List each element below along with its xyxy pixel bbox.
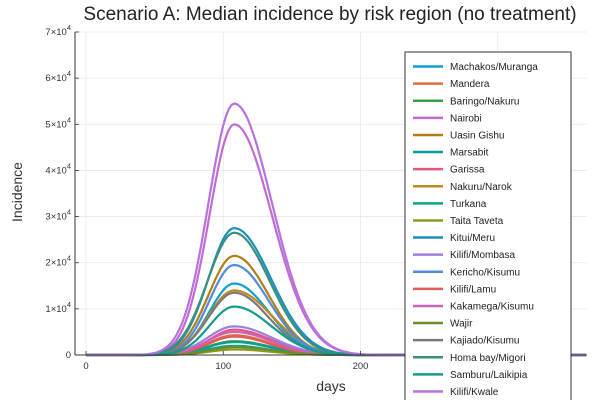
- legend-label: Taita Taveta: [450, 216, 504, 227]
- y-axis-label: Incidence: [9, 162, 25, 222]
- x-tick-label: 200: [353, 361, 369, 372]
- legend-label: Uasin Gishu: [450, 130, 504, 141]
- y-tick-label: 2×104: [45, 254, 71, 269]
- x-tick-label: 0: [83, 361, 88, 372]
- legend-label: Mandera: [450, 79, 490, 90]
- y-tick-label: 1×104: [45, 300, 71, 315]
- legend-label: Kilifi/Lamu: [450, 284, 496, 295]
- legend-label: Baringo/Nakuru: [450, 96, 519, 107]
- legend-label: Nakuru/Narok: [450, 182, 513, 193]
- chart-title: Scenario A: Median incidence by risk reg…: [83, 4, 576, 25]
- legend-label: Kakamega/Kisumu: [450, 301, 534, 312]
- x-tick-label: 100: [215, 361, 231, 372]
- legend-label: Kitui/Meru: [450, 233, 495, 244]
- legend-label: Nairobi: [450, 113, 482, 124]
- legend-label: Marsabit: [450, 148, 489, 159]
- legend-label: Samburu/Laikipia: [450, 370, 528, 381]
- legend-label: Kilifi/Kwale: [450, 387, 499, 398]
- legend-label: Garissa: [450, 165, 485, 176]
- y-tick-label: 6×104: [45, 69, 71, 84]
- legend-label: Homa bay/Migori: [450, 353, 526, 364]
- legend-box: [404, 51, 572, 400]
- y-tick-label: 7×104: [45, 23, 71, 38]
- y-tick-label: 4×104: [45, 161, 71, 176]
- y-tick-label: 3×104: [45, 208, 71, 223]
- legend-label: Kilifi/Mombasa: [450, 250, 515, 261]
- legend-label: Kajiado/Kisumu: [450, 336, 519, 347]
- legend-label: Kericho/Kisumu: [450, 267, 520, 278]
- legend-label: Machakos/Muranga: [450, 62, 538, 73]
- y-tick-label: 0: [66, 350, 71, 361]
- legend-label: Wajir: [450, 319, 473, 330]
- legend-label: Turkana: [450, 199, 487, 210]
- y-tick-label: 5×104: [45, 115, 71, 130]
- x-axis-label: days: [316, 378, 346, 394]
- legend: Machakos/Muranga Mandera Baringo/Nakuru Nai…: [404, 51, 572, 400]
